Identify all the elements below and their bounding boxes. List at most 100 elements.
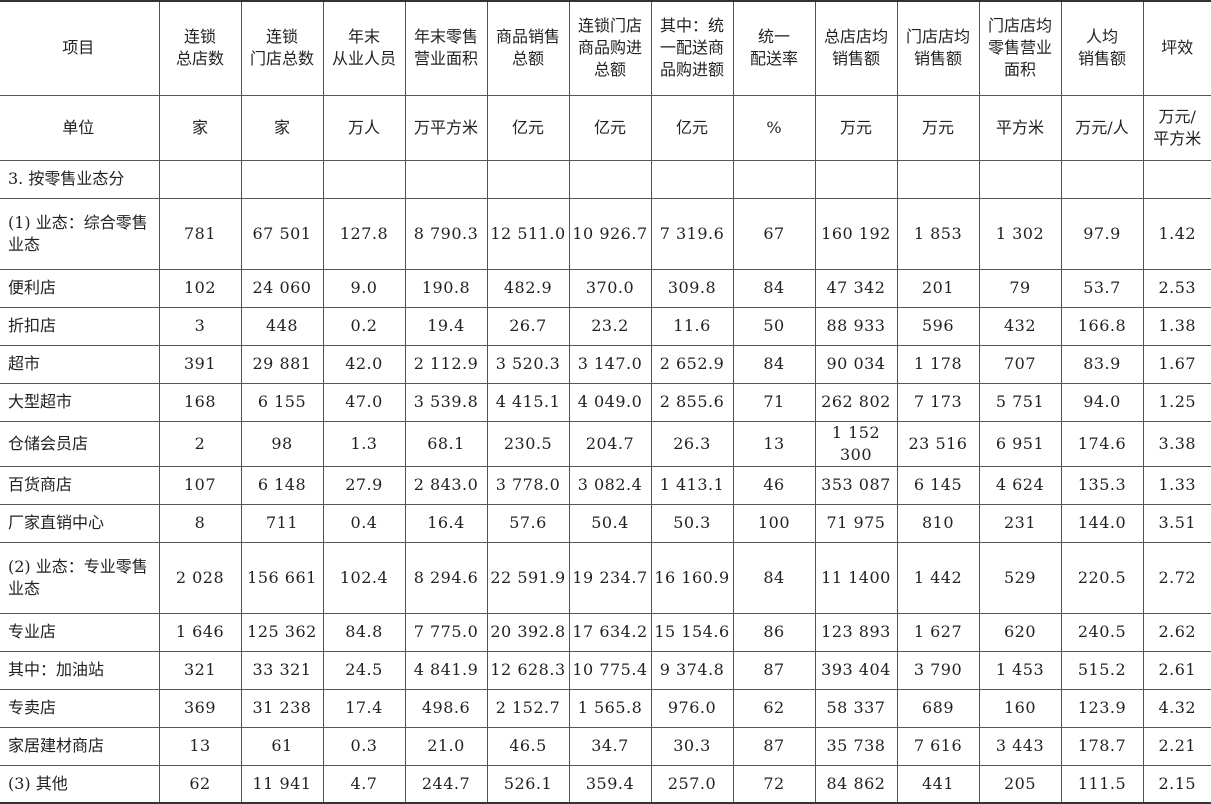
data-cell: 15 154.6 [650, 612, 734, 652]
data-cell: 353 087 [814, 465, 898, 505]
data-cell: 123 893 [814, 612, 898, 652]
row-label: 超市 [0, 344, 160, 384]
data-cell: 0.3 [322, 726, 406, 766]
data-cell: 498.6 [404, 688, 488, 728]
table-row: 便利店 102 24 060 9.0 190.8 482.9 370.0 309.8 84 47 … [0, 268, 1211, 308]
data-cell: 2 152.7 [486, 688, 570, 728]
data-cell: 1.38 [1142, 306, 1211, 346]
data-cell: 2.62 [1142, 612, 1211, 652]
data-cell: 2.61 [1142, 650, 1211, 690]
data-cell: 102 [158, 268, 242, 308]
unit-cell: 万元/人 [1060, 94, 1144, 161]
data-cell: 262 802 [814, 382, 898, 422]
data-cell: 391 [158, 344, 242, 384]
data-cell: 529 [978, 541, 1062, 614]
data-cell: 3.51 [1142, 503, 1211, 543]
data-cell: 2.15 [1142, 764, 1211, 804]
data-cell: 1 453 [978, 650, 1062, 690]
data-cell: 2.21 [1142, 726, 1211, 766]
data-cell: 160 192 [814, 197, 898, 270]
data-cell: 9.0 [322, 268, 406, 308]
data-cell: 204.7 [568, 420, 652, 467]
data-cell: 1.3 [322, 420, 406, 467]
row-label: 仓储会员店 [0, 420, 160, 467]
data-cell: 26.7 [486, 306, 570, 346]
data-cell: 244.7 [404, 764, 488, 804]
data-cell: 84 862 [814, 764, 898, 804]
data-cell: 100 [732, 503, 816, 543]
data-cell: 24 060 [240, 268, 324, 308]
column-header: 商品销售 总额 [486, 0, 570, 96]
data-cell [158, 159, 242, 199]
data-cell: 4 841.9 [404, 650, 488, 690]
data-cell: 3 520.3 [486, 344, 570, 384]
data-cell: 4 049.0 [568, 382, 652, 422]
data-cell: 50 [732, 306, 816, 346]
data-cell: 107 [158, 465, 242, 505]
data-cell [1060, 159, 1144, 199]
row-label: 3. 按零售业态分 [0, 159, 160, 199]
data-cell: 231 [978, 503, 1062, 543]
data-cell: 7 775.0 [404, 612, 488, 652]
column-header: 人均 销售额 [1060, 0, 1144, 96]
data-cell: 369 [158, 688, 242, 728]
data-cell: 46.5 [486, 726, 570, 766]
data-cell: 168 [158, 382, 242, 422]
data-cell [650, 159, 734, 199]
data-cell: 0.2 [322, 306, 406, 346]
data-cell: 90 034 [814, 344, 898, 384]
data-cell: 72 [732, 764, 816, 804]
data-cell: 102.4 [322, 541, 406, 614]
data-cell: 83.9 [1060, 344, 1144, 384]
data-cell: 321 [158, 650, 242, 690]
data-cell: 98 [240, 420, 324, 467]
data-cell [814, 159, 898, 199]
data-cell: 71 [732, 382, 816, 422]
data-cell: 87 [732, 726, 816, 766]
data-cell: 156 661 [240, 541, 324, 614]
table-row: 家居建材商店 13 61 0.3 21.0 46.5 34.7 30.3 87 35 738 7 6… [0, 726, 1211, 766]
data-cell [322, 159, 406, 199]
column-header: 统一 配送率 [732, 0, 816, 96]
data-cell: 515.2 [1060, 650, 1144, 690]
data-cell: 24.5 [322, 650, 406, 690]
data-cell: 166.8 [1060, 306, 1144, 346]
data-cell: 61 [240, 726, 324, 766]
data-cell: 47 342 [814, 268, 898, 308]
table-row: (3) 其他 62 11 941 4.7 244.7 526.1 359.4 257.0 72 8… [0, 764, 1211, 804]
data-cell: 11.6 [650, 306, 734, 346]
data-cell: 432 [978, 306, 1062, 346]
data-cell: 16.4 [404, 503, 488, 543]
data-cell: 67 501 [240, 197, 324, 270]
data-cell: 35 738 [814, 726, 898, 766]
data-cell: 596 [896, 306, 980, 346]
data-cell: 84.8 [322, 612, 406, 652]
data-cell: 9 374.8 [650, 650, 734, 690]
data-cell: 201 [896, 268, 980, 308]
unit-cell: 万元 [814, 94, 898, 161]
data-cell: 42.0 [322, 344, 406, 384]
data-cell: 7 616 [896, 726, 980, 766]
data-cell: 86 [732, 612, 816, 652]
data-cell [404, 159, 488, 199]
column-header: 年末零售 营业面积 [404, 0, 488, 96]
data-cell: 19.4 [404, 306, 488, 346]
column-header: 连锁 总店数 [158, 0, 242, 96]
data-cell: 976.0 [650, 688, 734, 728]
data-cell: 94.0 [1060, 382, 1144, 422]
data-cell: 359.4 [568, 764, 652, 804]
data-cell [896, 159, 980, 199]
row-label: 便利店 [0, 268, 160, 308]
data-cell: 6 145 [896, 465, 980, 505]
data-cell: 3 778.0 [486, 465, 570, 505]
data-cell: 6 148 [240, 465, 324, 505]
row-label: (3) 其他 [0, 764, 160, 804]
row-label: 大型超市 [0, 382, 160, 422]
table-row: 3. 按零售业态分 [0, 159, 1211, 199]
data-cell: 2 112.9 [404, 344, 488, 384]
data-cell: 2 843.0 [404, 465, 488, 505]
data-cell: 13 [158, 726, 242, 766]
unit-cell: 万元 [896, 94, 980, 161]
row-label: 专卖店 [0, 688, 160, 728]
data-cell: 3 147.0 [568, 344, 652, 384]
